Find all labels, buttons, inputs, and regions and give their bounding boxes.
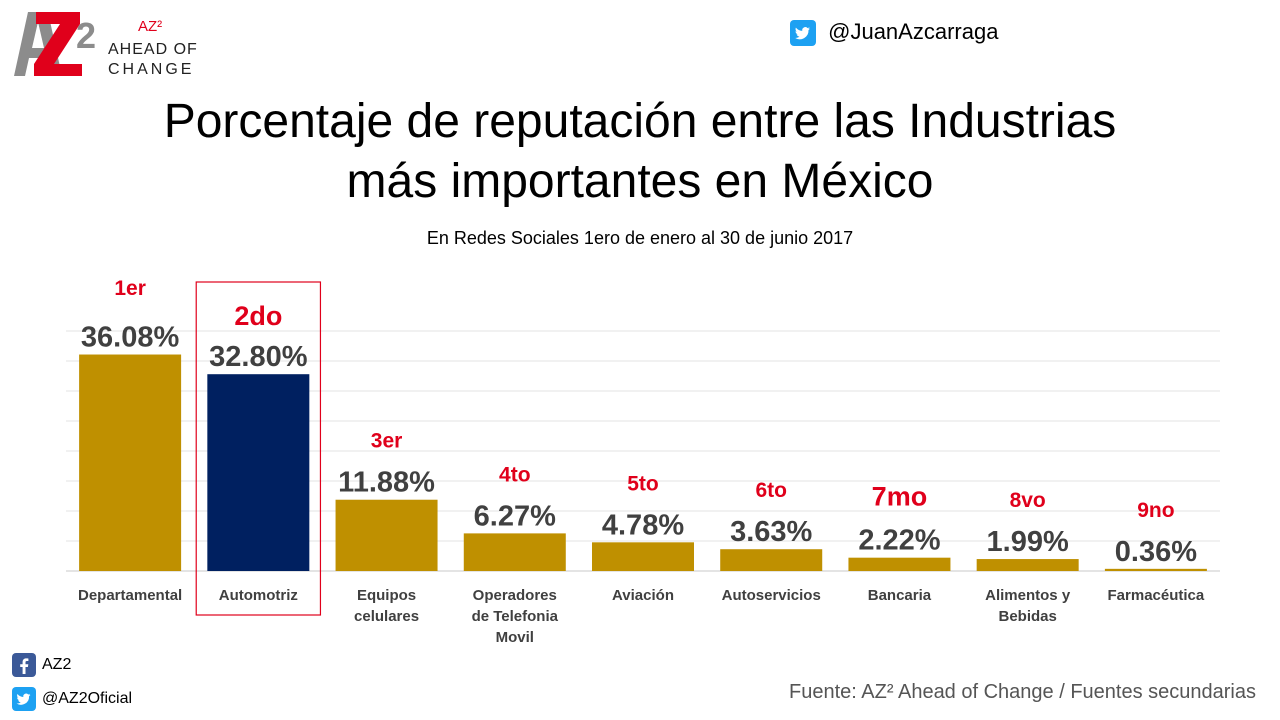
value-label: 6.27%	[474, 500, 556, 532]
value-label: 0.36%	[1115, 536, 1197, 568]
value-label: 36.08%	[81, 322, 180, 354]
brand-superscript: AZ²	[138, 18, 163, 35]
chart-title: Porcentaje de reputación entre las Indus…	[0, 92, 1280, 212]
bar	[207, 374, 310, 571]
twitter-handle-top[interactable]: @JuanAzcarraga	[790, 19, 999, 47]
brand-line-2: CHANGE	[108, 61, 195, 78]
chart-subtitle: En Redes Sociales 1ero de enero al 30 de…	[426, 228, 854, 248]
twitter-icon	[12, 687, 36, 711]
value-label: 11.88%	[338, 467, 435, 499]
category-label: Bancaria	[868, 587, 932, 604]
category-label: Alimentos y	[985, 587, 1071, 604]
title-line-1: Porcentaje de reputación entre las Indus…	[163, 95, 1117, 148]
facebook-label: AZ2	[42, 656, 72, 673]
bar	[335, 499, 438, 571]
rank-label: 7mo	[872, 482, 928, 512]
twitter-handle-text: @JuanAzcarraga	[828, 19, 999, 44]
value-label: 32.80%	[209, 341, 308, 373]
bar	[848, 557, 951, 571]
rank-label: 1er	[114, 277, 146, 300]
source-note: Fuente: AZ² Ahead of Change / Fuentes se…	[789, 681, 1256, 703]
rank-label: 3er	[371, 430, 403, 453]
highlight-box	[195, 281, 322, 616]
value-label: 2.22%	[858, 525, 940, 557]
category-label: Operadores	[473, 587, 557, 604]
category-label: celulares	[354, 608, 419, 625]
bar	[79, 354, 182, 571]
rank-label: 4to	[499, 463, 531, 486]
facebook-icon	[12, 653, 36, 677]
bar	[1104, 568, 1207, 571]
category-label: Movil	[496, 629, 534, 646]
category-label: Autoservicios	[722, 587, 821, 604]
category-label: Equipos	[357, 587, 416, 604]
rank-label: 9no	[1137, 499, 1174, 522]
social-links: AZ2 @AZ2Oficial	[12, 648, 132, 716]
category-label: de Telefonia	[472, 608, 559, 625]
value-label: 3.63%	[730, 516, 812, 548]
title-line-2: más importantes en México	[346, 155, 934, 208]
category-label: Departamental	[78, 587, 182, 604]
az2-logo-mark: 2	[14, 12, 96, 76]
rank-label: 5to	[627, 472, 659, 495]
bar	[592, 542, 694, 571]
facebook-link[interactable]: AZ2	[12, 648, 132, 682]
twitter-label: @AZ2Oficial	[42, 690, 133, 707]
category-label: Farmacéutica	[1108, 587, 1205, 604]
category-label: Aviación	[612, 587, 674, 604]
twitter-icon	[790, 20, 816, 47]
svg-text:2: 2	[76, 15, 96, 56]
category-label: Automotriz	[219, 587, 298, 604]
bar	[463, 533, 566, 571]
rank-label: 6to	[755, 479, 787, 502]
bar	[720, 549, 823, 571]
value-label: 1.99%	[987, 526, 1069, 558]
rank-label: 2do	[234, 301, 282, 331]
category-label: Bebidas	[998, 608, 1056, 625]
az2-logo: 2 AZ² AHEAD OF CHANGE	[14, 8, 204, 82]
value-label: 4.78%	[602, 509, 684, 541]
brand-line-1: AHEAD OF	[108, 41, 198, 58]
rank-label: 8vo	[1010, 489, 1046, 512]
twitter-link[interactable]: @AZ2Oficial	[12, 682, 132, 716]
bar	[976, 559, 1079, 571]
